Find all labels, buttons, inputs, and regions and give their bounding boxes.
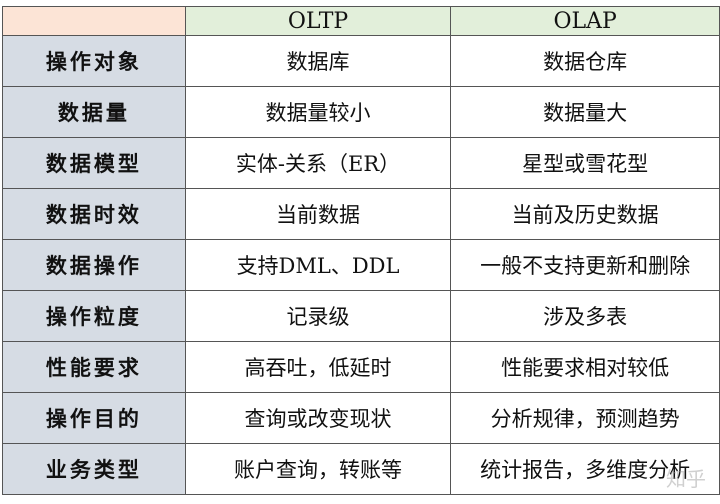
row-label: 操作粒度 [2,290,186,342]
olap-cell: 一般不支持更新和删除 [450,239,720,291]
table-row: 数据模型 实体-关系（ER） 星型或雪花型 [2,137,720,189]
olap-cell: 涉及多表 [450,290,720,342]
row-label: 数据量 [2,86,186,138]
row-label: 性能要求 [2,341,186,393]
row-label: 业务类型 [2,443,186,495]
oltp-cell: 数据库 [184,35,452,87]
oltp-cell: 当前数据 [184,188,452,240]
table-row: 数据操作 支持DML、DDL 一般不支持更新和删除 [2,239,720,291]
olap-cell: 性能要求相对较低 [450,341,720,393]
row-label: 操作目的 [2,392,186,444]
olap-cell: 当前及历史数据 [450,188,720,240]
table-row: 性能要求 高吞吐，低延时 性能要求相对较低 [2,341,720,393]
table-row: 业务类型 账户查询，转账等 统计报告，多维度分析 [2,443,720,495]
olap-cell: 数据量大 [450,86,720,138]
oltp-cell: 数据量较小 [184,86,452,138]
table-row: 数据量 数据量较小 数据量大 [2,86,720,138]
header-corner [2,6,186,36]
header-row: OLTP OLAP [2,6,720,36]
header-oltp: OLTP [184,6,452,36]
olap-cell: 数据仓库 [450,35,720,87]
oltp-cell: 高吞吐，低延时 [184,341,452,393]
header-olap: OLAP [450,6,720,36]
oltp-cell: 账户查询，转账等 [184,443,452,495]
table-row: 操作粒度 记录级 涉及多表 [2,290,720,342]
oltp-cell: 记录级 [184,290,452,342]
row-label: 数据时效 [2,188,186,240]
table-row: 操作对象 数据库 数据仓库 [2,35,720,87]
row-label: 数据操作 [2,239,186,291]
oltp-cell: 实体-关系（ER） [184,137,452,189]
table-row: 数据时效 当前数据 当前及历史数据 [2,188,720,240]
row-label: 操作对象 [2,35,186,87]
table-row: 操作目的 查询或改变现状 分析规律，预测趋势 [2,392,720,444]
row-label: 数据模型 [2,137,186,189]
comparison-table: OLTP OLAP 操作对象 数据库 数据仓库 数据量 数据量较小 数据量大 数据模型 实体-… [2,6,720,495]
oltp-cell: 查询或改变现状 [184,392,452,444]
oltp-cell: 支持DML、DDL [184,239,452,291]
olap-cell: 统计报告，多维度分析 [450,443,720,495]
olap-cell: 分析规律，预测趋势 [450,392,720,444]
olap-cell: 星型或雪花型 [450,137,720,189]
